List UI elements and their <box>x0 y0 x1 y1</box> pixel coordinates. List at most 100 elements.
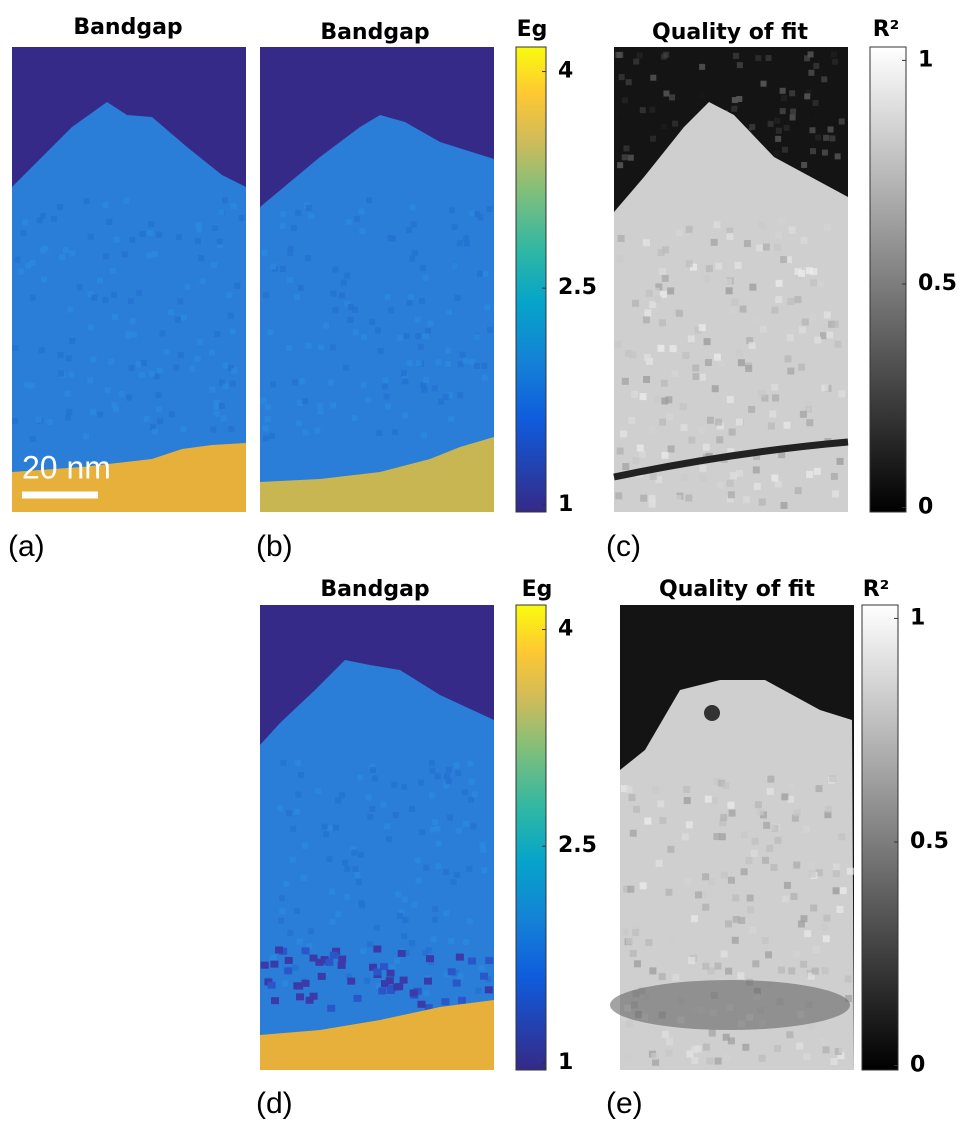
pixel-noise <box>347 304 354 311</box>
pixel-noise <box>36 217 43 224</box>
pixel-noise <box>655 476 663 484</box>
pixel-noise <box>703 338 711 346</box>
pixel-noise <box>649 106 656 113</box>
pixel-noise <box>788 783 796 791</box>
pixel-noise <box>353 216 360 223</box>
pixel-noise <box>732 52 739 59</box>
pixel-noise <box>238 215 245 222</box>
pixel-noise <box>486 205 493 212</box>
panel-label: (b) <box>256 530 293 563</box>
pixel-noise <box>429 826 436 833</box>
colorbar <box>869 46 907 513</box>
pixel-noise <box>686 1050 694 1058</box>
pixel-noise <box>688 957 696 965</box>
pixel-noise <box>140 360 147 367</box>
pixel-noise <box>735 349 743 357</box>
pixel-noise <box>727 448 735 456</box>
pixel-noise <box>699 63 706 70</box>
pixel-noise <box>474 211 481 218</box>
pixel-noise <box>684 877 692 885</box>
pixel-noise <box>354 871 361 878</box>
pixel-noise <box>790 892 798 900</box>
panel: Quality of fit (e) R² 0 0.5 1 <box>606 577 949 1120</box>
pixel-noise <box>761 856 769 864</box>
pixel-noise <box>481 867 488 874</box>
pixel-noise <box>823 223 831 231</box>
pixel-noise <box>690 915 698 923</box>
pixel-noise <box>447 968 456 976</box>
pixel-noise <box>663 51 670 58</box>
pixel-noise <box>716 436 724 444</box>
pixel-noise <box>487 326 494 333</box>
pixel-noise <box>732 894 740 902</box>
pixel-noise <box>414 857 421 864</box>
pixel-noise <box>344 865 351 872</box>
pixel-noise <box>728 428 736 436</box>
pixel-noise <box>69 250 76 257</box>
pixel-noise <box>374 327 381 334</box>
pixel-noise <box>347 977 356 985</box>
pixel-noise <box>650 135 656 142</box>
pixel-noise <box>750 849 758 857</box>
pixel-noise <box>806 470 814 478</box>
pixel-noise <box>783 124 790 131</box>
pixel-noise <box>726 232 734 240</box>
pixel-noise <box>453 871 460 878</box>
pixel-noise <box>262 292 269 299</box>
panel: Bandgap (d) Eg 1 2.5 4 <box>256 577 597 1120</box>
pixel-noise <box>771 825 779 833</box>
pixel-noise <box>804 407 812 415</box>
pixel-noise <box>691 1046 699 1054</box>
pixel-noise <box>658 319 666 327</box>
pixel-noise <box>217 242 224 249</box>
pixel-noise <box>650 74 657 81</box>
pixel-noise <box>845 995 853 1003</box>
pixel-noise <box>293 294 300 301</box>
pixel-noise <box>632 299 640 307</box>
pixel-noise <box>627 885 635 893</box>
pixel-noise <box>702 443 710 451</box>
pixel-noise <box>456 240 463 247</box>
pixel-noise <box>428 792 435 799</box>
pixel-noise <box>455 770 462 777</box>
pixel-noise <box>478 964 485 971</box>
pixel-noise <box>270 381 277 388</box>
pixel-noise <box>705 265 713 273</box>
pixel-noise <box>65 355 72 362</box>
pixel-noise <box>113 236 120 243</box>
pixel-noise <box>448 937 455 944</box>
pixel-noise <box>130 331 137 338</box>
pixel-noise <box>783 421 791 429</box>
pixel-noise <box>357 774 364 781</box>
pixel-noise <box>784 355 792 363</box>
pixel-noise <box>699 474 707 482</box>
pixel-noise <box>482 270 489 277</box>
pixel-noise <box>344 272 351 279</box>
pixel-noise <box>222 383 229 390</box>
pixel-noise <box>485 957 494 965</box>
pixel-noise <box>672 120 679 127</box>
pixel-noise <box>452 979 461 987</box>
pixel-noise <box>775 296 783 304</box>
colorbar-label: Eg <box>522 577 553 602</box>
pixel-noise <box>17 268 24 275</box>
panel-title: Bandgap <box>73 15 182 40</box>
pixel-noise <box>411 901 418 908</box>
pixel-noise <box>660 379 668 387</box>
pixel-noise <box>781 895 789 903</box>
pixel-noise <box>789 90 796 97</box>
pixel-noise <box>198 255 205 262</box>
pixel-noise <box>694 891 702 899</box>
pixel-noise <box>774 480 782 488</box>
panel-title: Quality of fit <box>652 20 808 45</box>
pixel-noise <box>706 1057 714 1065</box>
pixel-noise <box>836 905 844 913</box>
pixel-noise <box>692 364 700 372</box>
pixel-noise <box>163 348 170 355</box>
pixel-noise <box>687 335 695 343</box>
panel: Bandgap (a) 20 nm <box>8 15 246 563</box>
pixel-noise <box>644 309 652 317</box>
pixel-noise <box>800 915 808 923</box>
pixel-noise <box>405 227 412 234</box>
pixel-noise <box>306 943 313 950</box>
